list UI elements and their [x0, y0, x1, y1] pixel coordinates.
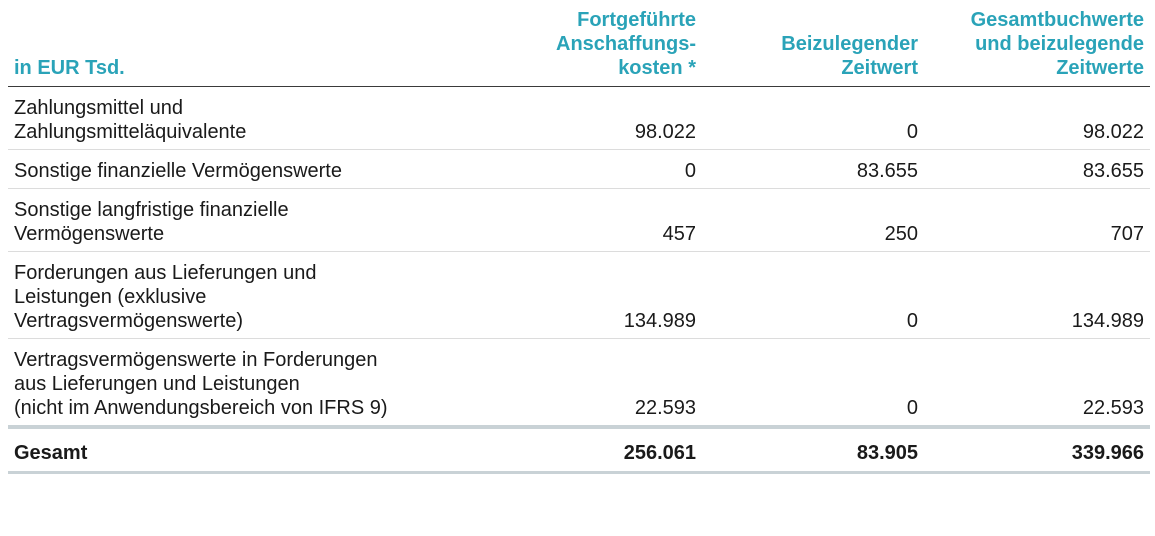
row-fair-value: 0: [702, 251, 924, 339]
total-total: 339.966: [924, 425, 1150, 474]
header-fair-value: Beizulegender Zeitwert: [702, 0, 924, 87]
row-fair-value: 0: [702, 86, 924, 150]
row-fair-value: 83.655: [702, 149, 924, 189]
row-amortized-cost: 0: [472, 149, 702, 189]
header-unit-label: in EUR Tsd.: [8, 0, 472, 87]
row-total: 83.655: [924, 149, 1150, 189]
table-header: in EUR Tsd. Fortgeführte Anschaffungs- k…: [8, 0, 1150, 87]
financial-assets-table: in EUR Tsd. Fortgeführte Anschaffungs- k…: [8, 0, 1150, 474]
total-row: Gesamt 256.061 83.905 339.966: [8, 425, 1150, 474]
total-amortized-cost: 256.061: [472, 425, 702, 474]
row-label: Forderungen aus Lieferungen und Leistung…: [8, 251, 472, 339]
total-label: Gesamt: [8, 425, 472, 474]
row-amortized-cost: 98.022: [472, 86, 702, 150]
table-row: Sonstige finanzielle Vermögenswerte 0 83…: [8, 149, 1150, 189]
financial-table-container: in EUR Tsd. Fortgeführte Anschaffungs- k…: [8, 0, 1150, 474]
row-label: Sonstige langfristige finanzielle Vermög…: [8, 188, 472, 252]
row-label: Zahlungsmittel und Zahlungsmitteläquival…: [8, 86, 472, 150]
row-amortized-cost: 457: [472, 188, 702, 252]
row-fair-value: 0: [702, 338, 924, 428]
total-fair-value: 83.905: [702, 425, 924, 474]
row-total: 98.022: [924, 86, 1150, 150]
row-fair-value: 250: [702, 188, 924, 252]
row-label: Vertragsvermögenswerte in Forderungen au…: [8, 338, 472, 428]
row-total: 22.593: [924, 338, 1150, 428]
row-total: 707: [924, 188, 1150, 252]
header-total-book-values: Gesamtbuchwerte und beizulegende Zeitwer…: [924, 0, 1150, 87]
row-total: 134.989: [924, 251, 1150, 339]
row-amortized-cost: 134.989: [472, 251, 702, 339]
table-row: Vertragsvermögenswerte in Forderungen au…: [8, 338, 1150, 428]
row-label: Sonstige finanzielle Vermögenswerte: [8, 149, 472, 189]
table-row: Sonstige langfristige finanzielle Vermög…: [8, 188, 1150, 252]
table-row: Forderungen aus Lieferungen und Leistung…: [8, 251, 1150, 339]
header-amortized-cost: Fortgeführte Anschaffungs- kosten *: [472, 0, 702, 87]
table-row: Zahlungsmittel und Zahlungsmitteläquival…: [8, 86, 1150, 150]
row-amortized-cost: 22.593: [472, 338, 702, 428]
